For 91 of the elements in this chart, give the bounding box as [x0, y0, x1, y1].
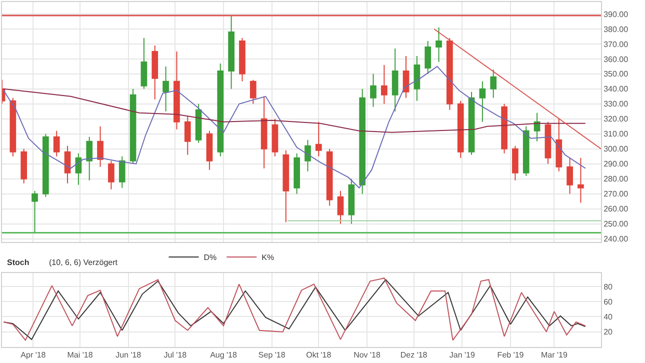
legend-label: K% — [262, 253, 274, 262]
x-tick-label: Jan '19 — [449, 350, 476, 360]
candlestick — [304, 139, 311, 172]
x-tick-label: Dez '18 — [400, 350, 428, 360]
line-series — [3, 88, 586, 133]
candlestick — [501, 103, 508, 154]
y-tick-label: 360.00 — [604, 54, 629, 64]
line-series — [3, 66, 586, 188]
candlestick — [381, 64, 388, 104]
candlestick — [370, 73, 376, 108]
candlestick — [424, 40, 432, 74]
candlestick — [64, 145, 71, 184]
x-tick-label: Mar '19 — [540, 350, 568, 360]
y-tick-label: 290.00 — [604, 160, 629, 169]
candlestick — [184, 115, 191, 156]
text: (10, 6, 6) Verzögert — [49, 258, 118, 267]
candlestick — [326, 148, 333, 206]
candlestick — [53, 130, 60, 157]
candlestick — [512, 145, 518, 181]
candlestick — [392, 48, 398, 112]
y-tick-label: 310.00 — [604, 130, 629, 139]
text: Stoch — [7, 258, 30, 267]
candlestick — [195, 103, 202, 144]
candlestick — [152, 44, 158, 100]
y-tick-label: 330.00 — [604, 100, 629, 109]
candlestick — [556, 118, 562, 172]
y-tick-label: 350.00 — [604, 70, 629, 79]
y-tick-label: 380.00 — [604, 24, 629, 34]
legend-label: D% — [204, 253, 217, 262]
candlestick — [490, 68, 497, 98]
y-tick-label: 340.00 — [604, 84, 629, 94]
y-tick-label: 80 — [604, 282, 614, 292]
candlestick — [206, 130, 213, 170]
y-tick-label: 40 — [604, 312, 614, 322]
candlestick — [260, 96, 268, 169]
candlestick — [294, 152, 300, 194]
candlestick — [479, 80, 486, 122]
candlestick — [10, 97, 16, 157]
y-tick-label: 270.00 — [604, 190, 629, 199]
x-tick-label: Mai '18 — [67, 350, 94, 360]
candlestick — [522, 126, 530, 176]
candlestick — [272, 118, 278, 157]
candlestick — [86, 136, 93, 181]
candlestick — [97, 126, 104, 168]
y-tick-label: 370.00 — [604, 40, 629, 49]
candlestick — [130, 88, 136, 164]
candlestick — [359, 88, 366, 194]
candlestick — [108, 160, 114, 190]
candlestick — [228, 14, 234, 90]
x-tick-label: Apr '18 — [20, 350, 46, 360]
candlestick — [315, 121, 322, 157]
x-tick-label: Aug '18 — [210, 350, 238, 360]
x-tick-label: Nov '18 — [354, 350, 382, 360]
x-tick-label: Jun '18 — [116, 350, 142, 360]
candlestick — [75, 152, 82, 186]
candlestick — [337, 190, 344, 224]
candlestick — [436, 26, 442, 62]
y-tick-label: 260.00 — [604, 204, 629, 214]
candlestick — [20, 148, 28, 184]
candlestick — [348, 178, 355, 224]
candlestick — [566, 157, 573, 194]
candlestick — [457, 100, 464, 158]
candlestick — [32, 190, 38, 234]
candlestick — [402, 55, 410, 98]
candlestick — [468, 91, 475, 156]
y-tick-label: 60 — [604, 297, 614, 306]
candlestick — [42, 133, 49, 198]
candlestick — [544, 121, 552, 164]
candlestick — [446, 37, 453, 110]
y-tick-label: 20 — [604, 328, 614, 337]
y-tick-label: 280.00 — [604, 174, 629, 184]
candlestick — [217, 62, 224, 157]
candlestick — [250, 79, 256, 104]
y-tick-label: 390.00 — [604, 10, 629, 19]
x-tick-label: Jul '18 — [164, 350, 188, 360]
y-tick-label: 240.00 — [604, 234, 629, 244]
candlestick — [162, 66, 169, 112]
x-tick-label: Feb '19 — [497, 350, 524, 360]
candlestick — [239, 37, 246, 82]
x-tick-label: Sep '18 — [258, 350, 286, 360]
candlestick — [282, 150, 290, 223]
candlestick — [534, 112, 540, 142]
candlestick — [174, 50, 180, 130]
candlestick — [118, 156, 126, 188]
candlestick — [414, 55, 420, 102]
y-tick-label: 250.00 — [604, 220, 629, 229]
candlestick — [578, 157, 584, 204]
y-tick-label: 320.00 — [604, 114, 629, 124]
candlestick — [140, 37, 148, 90]
y-tick-label: 300.00 — [604, 144, 629, 154]
x-tick-label: Okt '18 — [306, 350, 332, 360]
